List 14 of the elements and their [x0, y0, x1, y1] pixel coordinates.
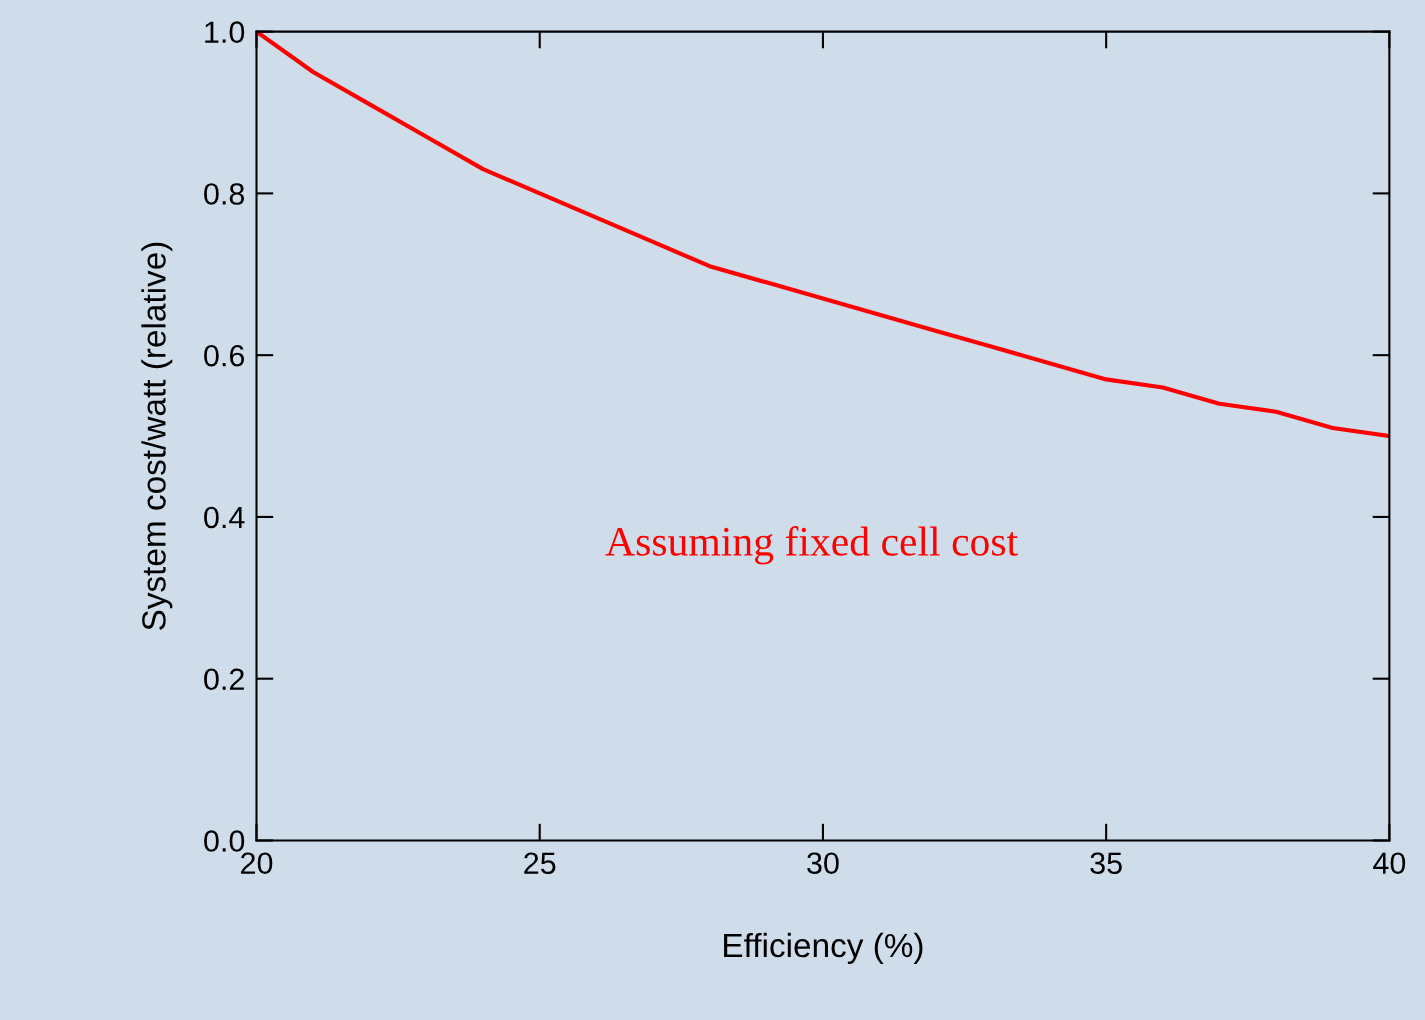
y-tick-label: 0.4: [204, 506, 245, 529]
x-tick-label: 40: [1373, 852, 1406, 875]
x-tick-label: 20: [241, 852, 273, 875]
annotation: Assuming fixed cell cost: [605, 526, 1018, 565]
y-tick-label: 1.0: [205, 21, 245, 43]
x-tick-label: 25: [524, 852, 556, 875]
y-tick-label: 0.2: [204, 668, 244, 691]
x-axis-title: Efficiency (%): [724, 932, 923, 964]
y-tick-label: 0.6: [204, 344, 245, 367]
y-axis-title: System cost/watt (relative): [141, 242, 173, 630]
y-tick-label: 0.0: [204, 830, 245, 852]
x-tick-label: 35: [1090, 852, 1122, 875]
y-tick-label: 0.8: [204, 183, 245, 205]
x-tick-label: 30: [807, 852, 839, 875]
